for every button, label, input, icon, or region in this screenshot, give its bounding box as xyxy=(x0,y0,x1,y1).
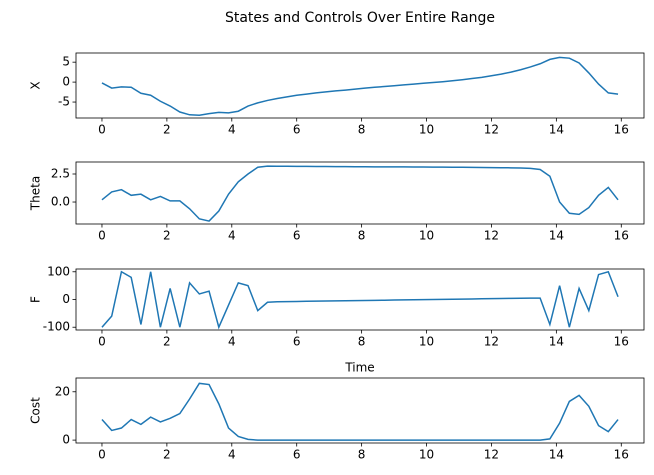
y-axis-label: Cost xyxy=(29,397,43,424)
axes-frame xyxy=(75,377,645,444)
figure-title: States and Controls Over Entire Range xyxy=(225,10,495,26)
x-tick-label: 16 xyxy=(614,335,629,349)
x-tick-label: 6 xyxy=(293,229,301,243)
x-tick-label: 0 xyxy=(98,229,106,243)
x-tick-label: 10 xyxy=(419,229,434,243)
x-tick-label: 16 xyxy=(614,448,629,462)
x-tick-label: 14 xyxy=(549,229,564,243)
x-tick-label: 12 xyxy=(484,229,499,243)
x-tick-label: 12 xyxy=(484,123,499,137)
axes-frame xyxy=(75,161,645,225)
y-tick-label: 0.0 xyxy=(51,195,70,209)
x-tick-label: 4 xyxy=(228,335,236,349)
x-tick-label: 6 xyxy=(293,448,301,462)
x-tick-label: 0 xyxy=(98,448,106,462)
x-tick-label: 6 xyxy=(293,123,301,137)
x-tick-label: 2 xyxy=(163,448,171,462)
axes-frame xyxy=(75,268,645,331)
x-tick-label: 10 xyxy=(419,448,434,462)
x-tick-label: 8 xyxy=(358,448,366,462)
y-axis-label: Theta xyxy=(29,176,43,211)
axes-frame xyxy=(75,52,645,119)
x-tick-label: 14 xyxy=(549,448,564,462)
y-axis-label: X xyxy=(29,81,43,89)
x-tick-label: 6 xyxy=(293,335,301,349)
x-tick-label: 16 xyxy=(614,123,629,137)
x-tick-label: 2 xyxy=(163,123,171,137)
y-tick-label: 5 xyxy=(62,55,70,69)
y-tick-label: 0 xyxy=(62,433,70,447)
data-line xyxy=(101,165,619,222)
y-tick-label: -100 xyxy=(43,320,70,334)
y-tick-label: 0 xyxy=(62,292,70,306)
data-line xyxy=(101,382,619,441)
x-tick-label: 2 xyxy=(163,229,171,243)
x-tick-label: 4 xyxy=(228,448,236,462)
data-line xyxy=(101,270,619,330)
x-tick-label: 2 xyxy=(163,335,171,349)
x-tick-label: 10 xyxy=(419,123,434,137)
x-tick-label: 12 xyxy=(484,335,499,349)
x-tick-label: 4 xyxy=(228,229,236,243)
y-tick-label: 100 xyxy=(47,264,70,278)
x-tick-label: 12 xyxy=(484,448,499,462)
y-tick-label: 2.5 xyxy=(51,166,70,180)
y-tick-label: -5 xyxy=(58,95,70,109)
x-tick-label: 8 xyxy=(358,123,366,137)
x-tick-label: 14 xyxy=(549,123,564,137)
x-tick-label: 4 xyxy=(228,123,236,137)
x-tick-label: 8 xyxy=(358,229,366,243)
x-tick-label: 0 xyxy=(98,335,106,349)
x-axis-label: Time xyxy=(344,361,374,375)
data-line xyxy=(101,56,619,116)
y-axis-label: F xyxy=(29,296,43,303)
x-tick-label: 16 xyxy=(614,229,629,243)
y-tick-label: 0 xyxy=(62,75,70,89)
x-tick-label: 10 xyxy=(419,335,434,349)
y-tick-label: 20 xyxy=(55,384,70,398)
x-tick-label: 0 xyxy=(98,123,106,137)
x-tick-label: 14 xyxy=(549,335,564,349)
x-tick-label: 8 xyxy=(358,335,366,349)
